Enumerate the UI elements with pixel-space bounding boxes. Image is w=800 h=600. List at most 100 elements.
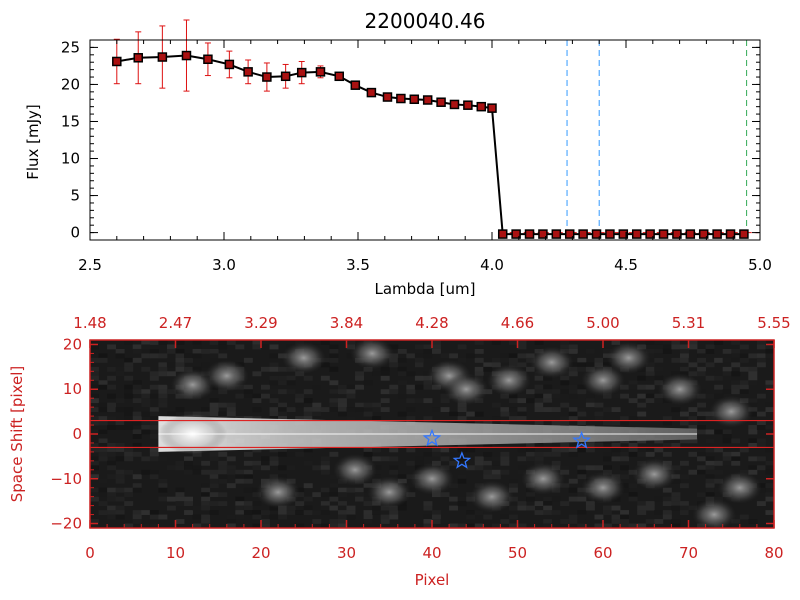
noise-pixel	[90, 407, 99, 413]
noise-pixel	[483, 442, 493, 448]
noise-pixel	[688, 416, 698, 421]
noise-pixel	[141, 510, 151, 515]
x-tick-label: 3.0	[212, 256, 236, 274]
noise-pixel	[568, 487, 578, 493]
noise-pixel	[124, 420, 134, 426]
noise-pixel	[286, 407, 296, 413]
noise-pixel	[551, 447, 561, 453]
noise-pixel	[568, 393, 578, 399]
data-point	[511, 229, 521, 239]
noise-pixel	[90, 375, 99, 381]
noise-pixel	[303, 505, 313, 511]
noise-pixel	[449, 353, 459, 359]
noise-pixel	[380, 456, 390, 462]
noise-pixel	[243, 505, 253, 511]
noise-pixel	[637, 510, 647, 515]
noise-pixel	[98, 478, 108, 484]
noise-pixel	[508, 505, 518, 511]
noise-pixel	[585, 505, 595, 511]
noise-pixel	[389, 514, 399, 520]
source-blob	[281, 341, 326, 374]
noise-pixel	[457, 456, 467, 462]
noise-pixel	[329, 523, 339, 528]
noise-pixel	[209, 501, 219, 507]
noise-pixel	[594, 442, 604, 448]
noise-pixel	[440, 519, 450, 524]
noise-pixel	[337, 510, 347, 515]
noise-pixel	[132, 398, 142, 404]
noise-pixel	[312, 492, 322, 498]
noise-pixel	[594, 523, 604, 528]
noise-pixel	[261, 393, 270, 399]
noise-pixel	[585, 402, 595, 408]
noise-pixel	[526, 398, 535, 404]
noise-pixel	[158, 340, 168, 345]
noise-pixel	[124, 366, 134, 372]
noise-pixel	[252, 371, 262, 377]
noise-pixel	[226, 523, 236, 528]
noise-pixel	[397, 393, 407, 399]
noise-pixel	[329, 519, 339, 524]
noise-pixel	[175, 460, 185, 466]
noise-pixel	[226, 465, 236, 471]
noise-pixel	[543, 398, 553, 404]
noise-pixel	[184, 357, 193, 363]
noise-pixel	[654, 519, 664, 524]
y-tick-label: 0	[70, 224, 80, 242]
noise-pixel	[372, 402, 382, 408]
noise-pixel	[124, 469, 134, 475]
source-blob	[717, 471, 762, 504]
noise-pixel	[637, 384, 647, 390]
noise-pixel	[491, 474, 501, 480]
noise-pixel	[705, 487, 715, 493]
noise-pixel	[440, 407, 450, 413]
noise-pixel	[526, 505, 535, 511]
noise-pixel	[611, 505, 621, 511]
noise-pixel	[688, 505, 698, 511]
noise-pixel	[679, 483, 689, 489]
noise-pixel	[329, 487, 339, 493]
noise-pixel	[346, 340, 356, 345]
noise-pixel	[158, 393, 168, 399]
noise-pixel	[320, 375, 330, 381]
noise-pixel	[329, 496, 339, 502]
noise-pixel	[414, 456, 424, 462]
noise-pixel	[406, 389, 416, 395]
noise-pixel	[98, 380, 108, 386]
noise-pixel	[269, 460, 279, 466]
noise-pixel	[551, 460, 561, 466]
noise-pixel	[585, 348, 595, 354]
noise-pixel	[662, 487, 672, 493]
x-tick-label: 10	[166, 544, 185, 562]
noise-pixel	[141, 389, 151, 395]
noise-pixel	[132, 434, 142, 439]
noise-pixel	[500, 460, 510, 466]
noise-pixel	[765, 460, 774, 466]
spectrum-x-label: Lambda [um]	[375, 280, 476, 298]
noise-pixel	[312, 416, 322, 421]
noise-pixel	[748, 375, 758, 381]
noise-pixel	[534, 340, 544, 345]
noise-pixel	[184, 465, 193, 471]
noise-pixel	[107, 451, 117, 457]
y-tick-label: 20	[63, 335, 82, 353]
noise-pixel	[474, 411, 484, 417]
noise-pixel	[218, 501, 228, 507]
noise-pixel	[337, 501, 347, 507]
noise-pixel	[611, 407, 621, 413]
noise-pixel	[423, 514, 433, 520]
noise-pixel	[414, 344, 424, 350]
noise-pixel	[765, 465, 774, 471]
noise-pixel	[201, 362, 211, 368]
noise-pixel	[90, 492, 99, 498]
noise-pixel	[449, 483, 459, 489]
source-blob	[521, 462, 566, 495]
noise-pixel	[714, 460, 724, 466]
noise-pixel	[320, 505, 330, 511]
noise-pixel	[765, 447, 774, 453]
noise-pixel	[466, 465, 476, 471]
noise-pixel	[303, 389, 313, 395]
noise-pixel	[765, 425, 774, 430]
noise-pixel	[526, 451, 535, 457]
noise-pixel	[175, 353, 185, 359]
